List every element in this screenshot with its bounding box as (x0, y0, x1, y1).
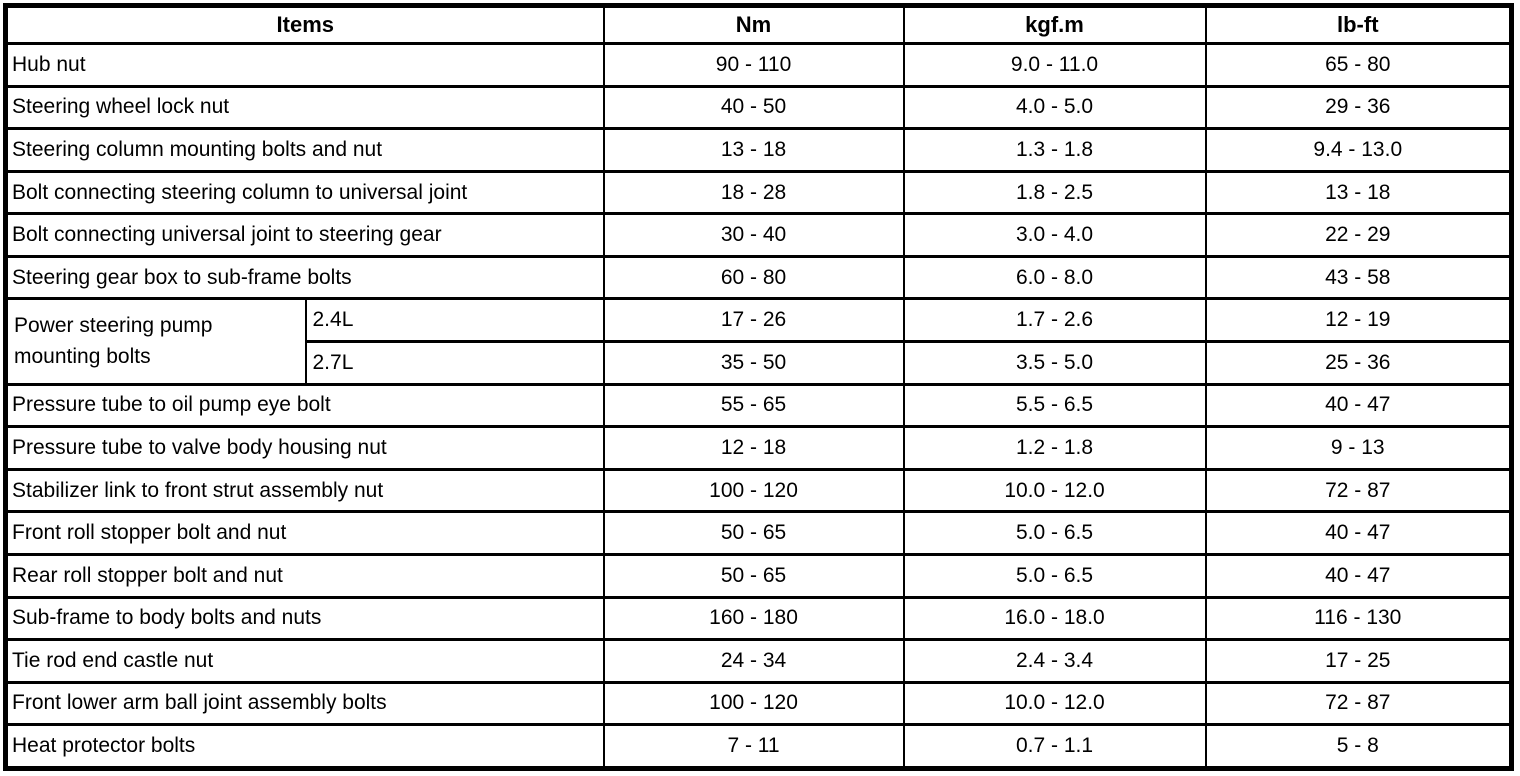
item-cell: Bolt connecting steering column to unive… (4, 169, 605, 216)
nm-cell: 55 - 65 (602, 382, 905, 429)
nm-cell: 30 - 40 (602, 212, 905, 258)
nm-cell: 50 - 65 (602, 552, 905, 599)
lbft-cell: 65 - 80 (1204, 42, 1513, 88)
nm-cell: 17 - 26 (602, 297, 905, 344)
lbft-cell: 5 - 8 (1204, 723, 1513, 770)
kgfm-cell: 16.0 - 18.0 (902, 595, 1207, 642)
table-row: Tie rod end castle nut 24 - 34 2.4 - 3.4… (4, 638, 1513, 684)
nm-cell: 60 - 80 (602, 254, 905, 301)
group-label-cell: Power steering pump mounting bolts (4, 297, 307, 386)
lbft-cell: 72 - 87 (1204, 467, 1513, 514)
item-cell: Stabilizer link to front strut assembly … (4, 467, 605, 514)
item-cell: Front roll stopper bolt and nut (4, 510, 605, 556)
table-row: Bolt connecting universal joint to steer… (4, 212, 1513, 258)
lbft-cell: 116 - 130 (1204, 595, 1513, 642)
nm-cell: 90 - 110 (602, 42, 905, 88)
kgfm-cell: 4.0 - 5.0 (902, 84, 1207, 131)
header-row: Items Nm kgf.m lb-ft (4, 4, 1513, 45)
nm-cell: 40 - 50 (602, 84, 905, 131)
table-row: Front roll stopper bolt and nut 50 - 65 … (4, 510, 1513, 556)
kgfm-cell: 10.0 - 12.0 (902, 680, 1207, 727)
lbft-cell: 22 - 29 (1204, 212, 1513, 258)
kgfm-cell: 5.5 - 6.5 (902, 382, 1207, 429)
nm-cell: 160 - 180 (602, 595, 905, 642)
item-cell: Heat protector bolts (4, 723, 605, 770)
column-header-items: Items (4, 4, 605, 45)
lbft-cell: 43 - 58 (1204, 254, 1513, 301)
lbft-cell: 40 - 47 (1204, 510, 1513, 556)
kgfm-cell: 9.0 - 11.0 (902, 42, 1207, 88)
kgfm-cell: 5.0 - 6.5 (902, 552, 1207, 599)
lbft-cell: 9 - 13 (1204, 425, 1513, 471)
kgfm-cell: 3.0 - 4.0 (902, 212, 1207, 258)
kgfm-cell: 0.7 - 1.1 (902, 723, 1207, 770)
column-header-kgfm: kgf.m (902, 4, 1207, 45)
nm-cell: 12 - 18 (602, 425, 905, 471)
table-row: Steering gear box to sub-frame bolts 60 … (4, 254, 1513, 301)
kgfm-cell: 1.2 - 1.8 (902, 425, 1207, 471)
table-row: Pressure tube to oil pump eye bolt 55 - … (4, 382, 1513, 429)
item-cell: Sub-frame to body bolts and nuts (4, 595, 605, 642)
lbft-cell: 72 - 87 (1204, 680, 1513, 727)
lbft-cell: 25 - 36 (1204, 340, 1513, 386)
table-row: Pressure tube to valve body housing nut … (4, 425, 1513, 471)
nm-cell: 100 - 120 (602, 467, 905, 514)
torque-spec-table: Items Nm kgf.m lb-ft Hub nut 90 - 110 9.… (3, 3, 1515, 771)
lbft-cell: 40 - 47 (1204, 382, 1513, 429)
table-row-group-first: Power steering pump mounting bolts 2.4L … (4, 297, 1513, 386)
item-cell: Steering wheel lock nut (4, 84, 605, 131)
nm-cell: 35 - 50 (602, 340, 905, 386)
nm-cell: 18 - 28 (602, 169, 905, 216)
kgfm-cell: 3.5 - 5.0 (902, 340, 1207, 386)
kgfm-cell: 5.0 - 6.5 (902, 510, 1207, 556)
lbft-cell: 29 - 36 (1204, 84, 1513, 131)
item-cell: Steering gear box to sub-frame bolts (4, 254, 605, 301)
nm-cell: 7 - 11 (602, 723, 905, 770)
item-cell: Hub nut (4, 42, 605, 88)
item-cell: Steering column mounting bolts and nut (4, 127, 605, 173)
item-cell: Pressure tube to valve body housing nut (4, 425, 605, 471)
lbft-cell: 9.4 - 13.0 (1204, 127, 1513, 173)
table-row: Heat protector bolts 7 - 11 0.7 - 1.1 5 … (4, 723, 1513, 770)
lbft-cell: 17 - 25 (1204, 638, 1513, 684)
table-row: Bolt connecting steering column to unive… (4, 169, 1513, 216)
item-cell: Pressure tube to oil pump eye bolt (4, 382, 605, 429)
kgfm-cell: 1.7 - 2.6 (902, 297, 1207, 344)
item-cell: Front lower arm ball joint assembly bolt… (4, 680, 605, 727)
engine-variant-cell: 2.7L (304, 340, 605, 386)
table-row: Front lower arm ball joint assembly bolt… (4, 680, 1513, 727)
kgfm-cell: 10.0 - 12.0 (902, 467, 1207, 514)
nm-cell: 100 - 120 (602, 680, 905, 727)
kgfm-cell: 1.3 - 1.8 (902, 127, 1207, 173)
column-header-nm: Nm (602, 4, 905, 45)
kgfm-cell: 1.8 - 2.5 (902, 169, 1207, 216)
lbft-cell: 13 - 18 (1204, 169, 1513, 216)
nm-cell: 13 - 18 (602, 127, 905, 173)
table-row: Steering wheel lock nut 40 - 50 4.0 - 5.… (4, 84, 1513, 131)
nm-cell: 24 - 34 (602, 638, 905, 684)
item-cell: Bolt connecting universal joint to steer… (4, 212, 605, 258)
table-row: Hub nut 90 - 110 9.0 - 11.0 65 - 80 (4, 42, 1513, 88)
column-header-lbft: lb-ft (1204, 4, 1513, 45)
nm-cell: 50 - 65 (602, 510, 905, 556)
item-cell: Rear roll stopper bolt and nut (4, 552, 605, 599)
item-cell: Tie rod end castle nut (4, 638, 605, 684)
kgfm-cell: 2.4 - 3.4 (902, 638, 1207, 684)
lbft-cell: 40 - 47 (1204, 552, 1513, 599)
engine-variant-cell: 2.4L (304, 297, 605, 344)
table-row: Stabilizer link to front strut assembly … (4, 467, 1513, 514)
table-row: Rear roll stopper bolt and nut 50 - 65 5… (4, 552, 1513, 599)
table-row: Steering column mounting bolts and nut 1… (4, 127, 1513, 173)
table-row: Sub-frame to body bolts and nuts 160 - 1… (4, 595, 1513, 642)
lbft-cell: 12 - 19 (1204, 297, 1513, 344)
kgfm-cell: 6.0 - 8.0 (902, 254, 1207, 301)
table-row-group-second: 2.7L 35 - 50 3.5 - 5.0 25 - 36 (6, 340, 1513, 386)
